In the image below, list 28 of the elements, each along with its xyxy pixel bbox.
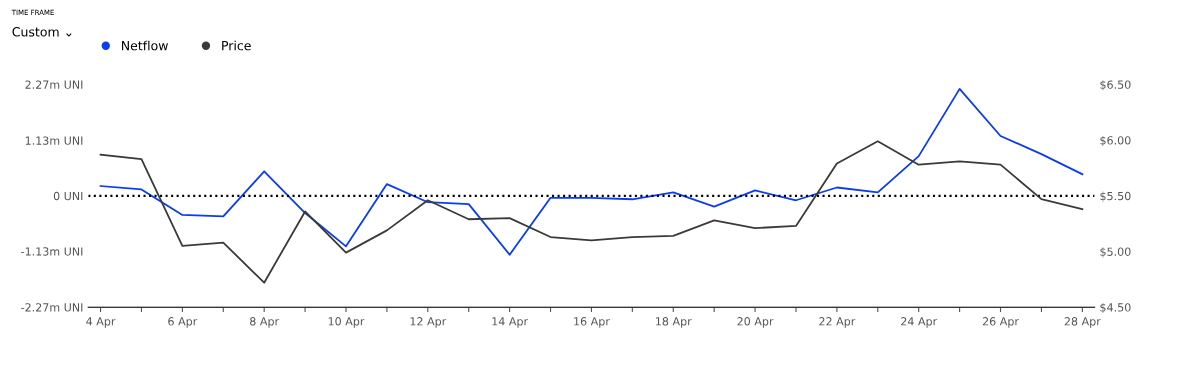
- x-tick-label: 24 Apr: [901, 317, 938, 328]
- y2-tick-label: $6.50: [1100, 80, 1131, 91]
- y2-tick-label: $5.50: [1100, 191, 1131, 202]
- text: Custom ⌄: [12, 27, 72, 37]
- line-series: [99, 140, 1084, 284]
- line-series: [99, 87, 1084, 256]
- y2-tick-label: $5.00: [1100, 247, 1131, 258]
- y-tick-label: 0 UNI: [53, 191, 83, 201]
- x-tick-label: 18 Apr: [656, 317, 692, 328]
- y2-tick-label: $4.50: [1100, 302, 1131, 314]
- x-tick-label: 10 Apr: [328, 317, 365, 328]
- x-tick-label: 16 Apr: [574, 317, 610, 328]
- x-tick-label: 4 Apr: [86, 317, 116, 328]
- y-tick-label: -1.13m UNI: [21, 247, 83, 256]
- x-tick-label: 26 Apr: [982, 317, 1019, 328]
- x-tick-label: 14 Apr: [492, 317, 529, 328]
- x-tick-label: 20 Apr: [737, 317, 774, 328]
- legend-label: Price: [222, 40, 251, 51]
- y-tick-label: -2.27m UNI: [21, 303, 83, 312]
- y-tick-label: 1.13m UNI: [25, 136, 83, 145]
- x-tick-label: 22 Apr: [819, 317, 856, 328]
- x-tick-label: 12 Apr: [410, 317, 447, 328]
- y-tick-label: 2.27m UNI: [25, 80, 83, 89]
- x-tick-label: 28 Apr: [1064, 317, 1101, 328]
- legend-label: Netflow: [122, 40, 168, 51]
- y2-tick-label: $6.00: [1100, 135, 1131, 147]
- x-tick-label: 6 Apr: [168, 317, 198, 328]
- x-tick-label: 8 Apr: [250, 317, 280, 328]
